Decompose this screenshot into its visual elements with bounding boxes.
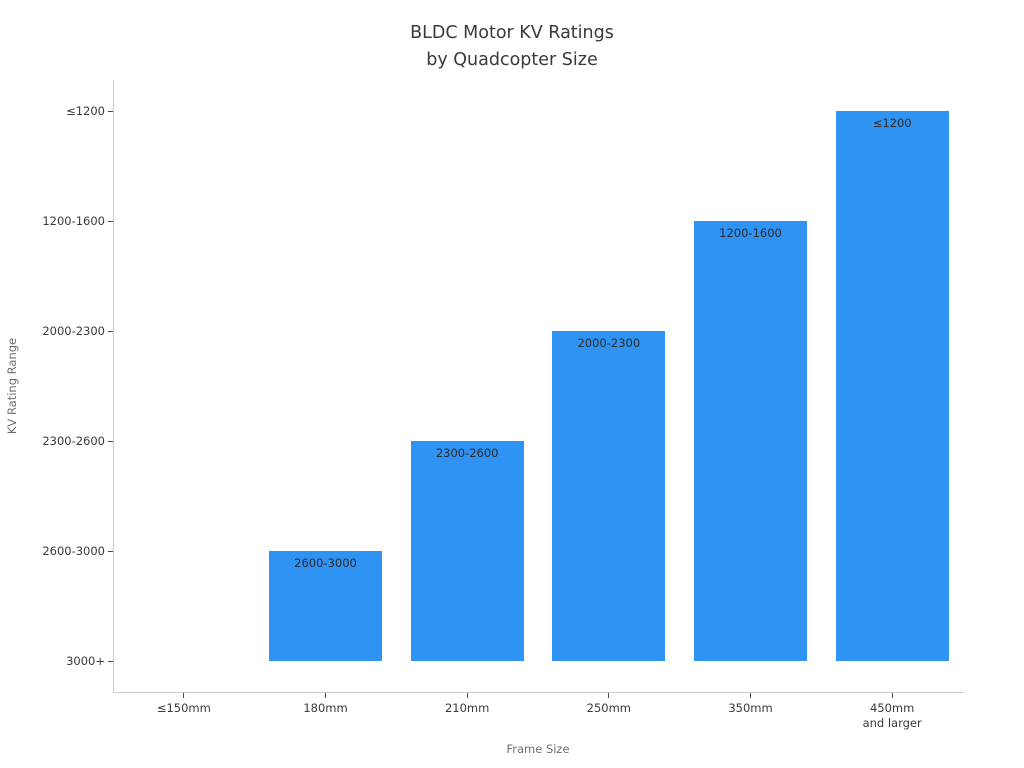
- y-axis-tick-label: 2600-3000: [42, 544, 105, 558]
- x-axis-spine: [113, 692, 964, 693]
- y-axis-tick-label: 2300-2600: [42, 434, 105, 448]
- bar: 2600-3000: [269, 551, 382, 661]
- bar: ≤1200: [835, 111, 949, 661]
- x-axis-tick-label: 350mm: [728, 701, 773, 715]
- bar: 2000-2300: [552, 331, 666, 661]
- y-axis-tick: [108, 330, 113, 332]
- bar: 2300-2600: [410, 441, 524, 661]
- chart-title-line2: by Quadcopter Size: [426, 50, 598, 70]
- x-axis-tick-label: 450mm and larger: [862, 701, 922, 730]
- bar-value-label: 2300-2600: [435, 446, 499, 460]
- y-axis-tick-label: ≤1200: [66, 104, 105, 118]
- y-axis-tick-label: 2000-2300: [42, 324, 105, 338]
- y-axis-tick: [108, 440, 113, 442]
- x-axis-tick-label: ≤150mm: [156, 701, 211, 715]
- x-axis-tick: [324, 693, 327, 698]
- y-axis-tick-label: 1200-1600: [42, 214, 105, 228]
- x-axis-tick: [466, 693, 468, 698]
- x-axis-tick: [749, 693, 752, 698]
- x-axis-tick: [891, 693, 893, 698]
- x-axis-tick: [183, 693, 185, 698]
- y-axis-title: KV Rating Range: [5, 337, 19, 435]
- bar-value-label: 2000-2300: [577, 336, 641, 350]
- y-axis-tick: [108, 660, 113, 662]
- bar-value-label: ≤1200: [872, 116, 912, 130]
- plot-area: 3000+ 2600-3000 2300-2600 2000-2300 1200-160…: [42, 80, 964, 730]
- x-axis-tick-label: 250mm: [586, 701, 631, 715]
- bar-value-label: 2600-3000: [294, 556, 357, 570]
- y-axis-spine: [113, 80, 114, 692]
- y-axis-tick: [108, 110, 113, 112]
- x-axis-tick: [608, 693, 610, 698]
- x-axis-tick-label: 210mm: [444, 701, 490, 715]
- x-axis-tick-label: 180mm: [303, 701, 348, 715]
- chart-title: BLDC Motor KV Ratings by Quadcopter Size: [0, 20, 1024, 74]
- y-axis-tick: [108, 550, 113, 552]
- chart-title-line1: BLDC Motor KV Ratings: [410, 23, 614, 43]
- y-axis-tick-label: 3000+: [66, 654, 105, 668]
- x-axis-title: Frame Size: [506, 742, 570, 756]
- bar-value-label: 1200-1600: [719, 226, 782, 240]
- bar: 1200-1600: [694, 221, 807, 661]
- y-axis-tick: [108, 220, 113, 222]
